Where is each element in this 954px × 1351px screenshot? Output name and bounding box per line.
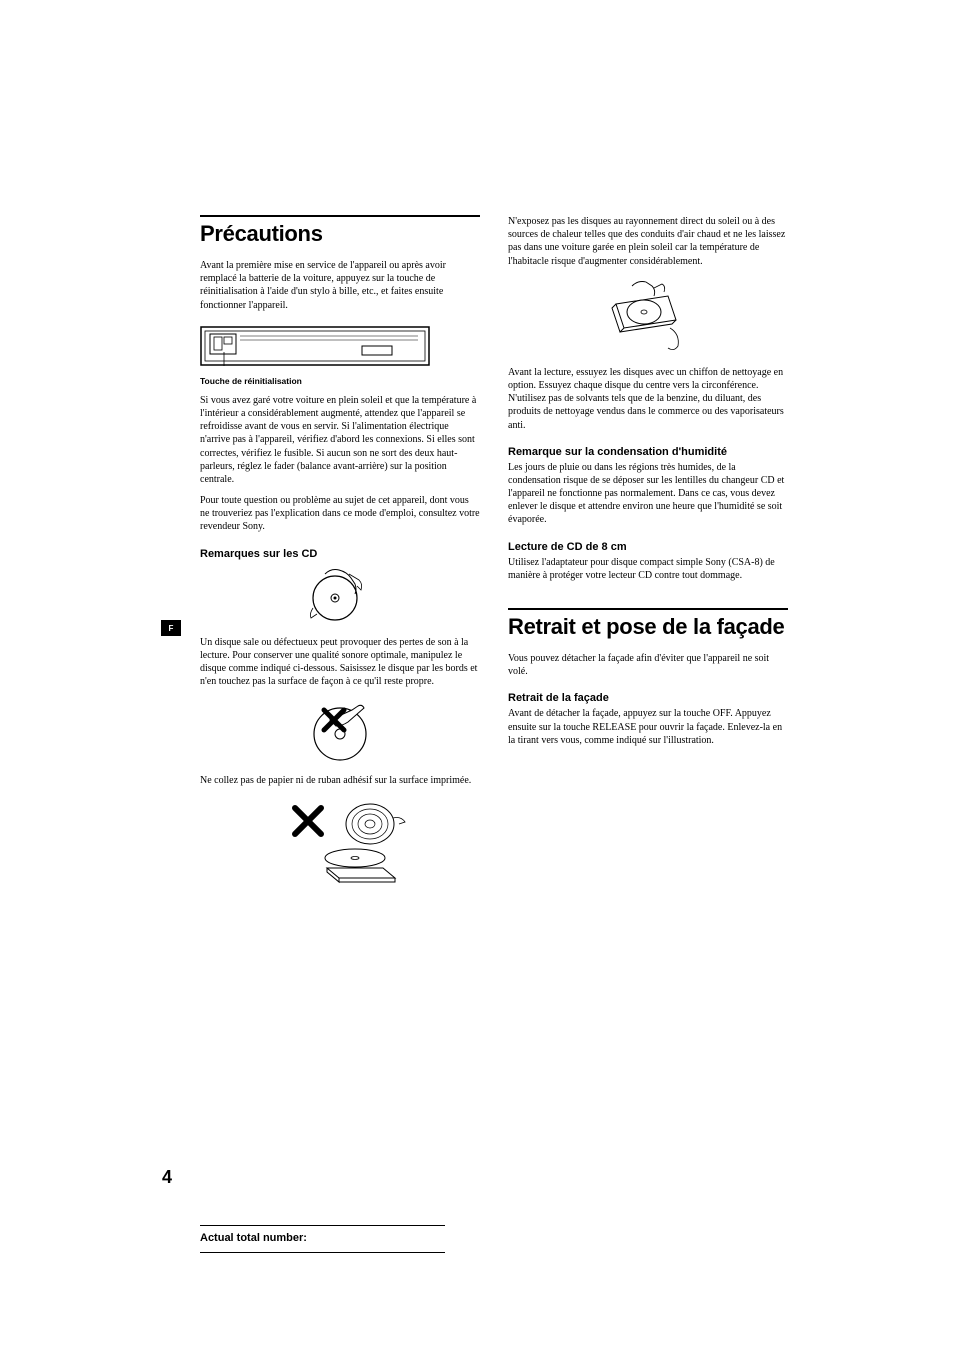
heading-precautions: Précautions: [200, 215, 480, 247]
para-contact: Pour toute question ou problème au sujet…: [200, 494, 480, 534]
para-sun-exposure: N'exposez pas les disques au rayonnement…: [508, 215, 788, 268]
heading-condensation: Remarque sur la condensation d'humidité: [508, 446, 788, 458]
left-column: Précautions Avant la première mise en se…: [200, 215, 480, 899]
para-condensation: Les jours de pluie ou dans les régions t…: [508, 461, 788, 527]
heading-retrait: Retrait de la façade: [508, 692, 788, 704]
panel-caption: Touche de réinitialisation: [200, 376, 480, 386]
page-content: Précautions Avant la première mise en se…: [200, 215, 795, 899]
heading-cd-notes: Remarques sur les CD: [200, 548, 480, 560]
language-tab: F: [161, 620, 181, 636]
para-facade-intro: Vous pouvez détacher la façade afin d'év…: [508, 652, 788, 678]
para-8cm: Utilisez l'adaptateur pour disque compac…: [508, 556, 788, 582]
para-retrait: Avant de détacher la façade, appuyez sur…: [508, 707, 788, 747]
para-intro: Avant la première mise en service de l'a…: [200, 259, 480, 312]
para-disc-handle: Un disque sale ou défectueux peut provoq…: [200, 636, 480, 689]
right-column: N'exposez pas les disques au rayonnement…: [508, 215, 788, 899]
reset-panel-illustration: [200, 326, 430, 366]
disc-storage-illustration: [598, 276, 698, 358]
para-wipe: Avant la lecture, essuyez les disques av…: [508, 366, 788, 432]
disc-hand-illustration: [305, 566, 375, 628]
page-number: 4: [162, 1167, 172, 1188]
para-no-tape: Ne collez pas de papier ni de ruban adhé…: [200, 774, 480, 787]
heading-8cm: Lecture de CD de 8 cm: [508, 541, 788, 553]
disc-label-illustration: [265, 796, 415, 891]
heading-facade: Retrait et pose de la façade: [508, 608, 788, 640]
footer-note: Actual total number:: [200, 1225, 445, 1253]
para-sun: Si vous avez garé votre voiture en plein…: [200, 394, 480, 486]
disc-touch-illustration: [300, 696, 380, 766]
